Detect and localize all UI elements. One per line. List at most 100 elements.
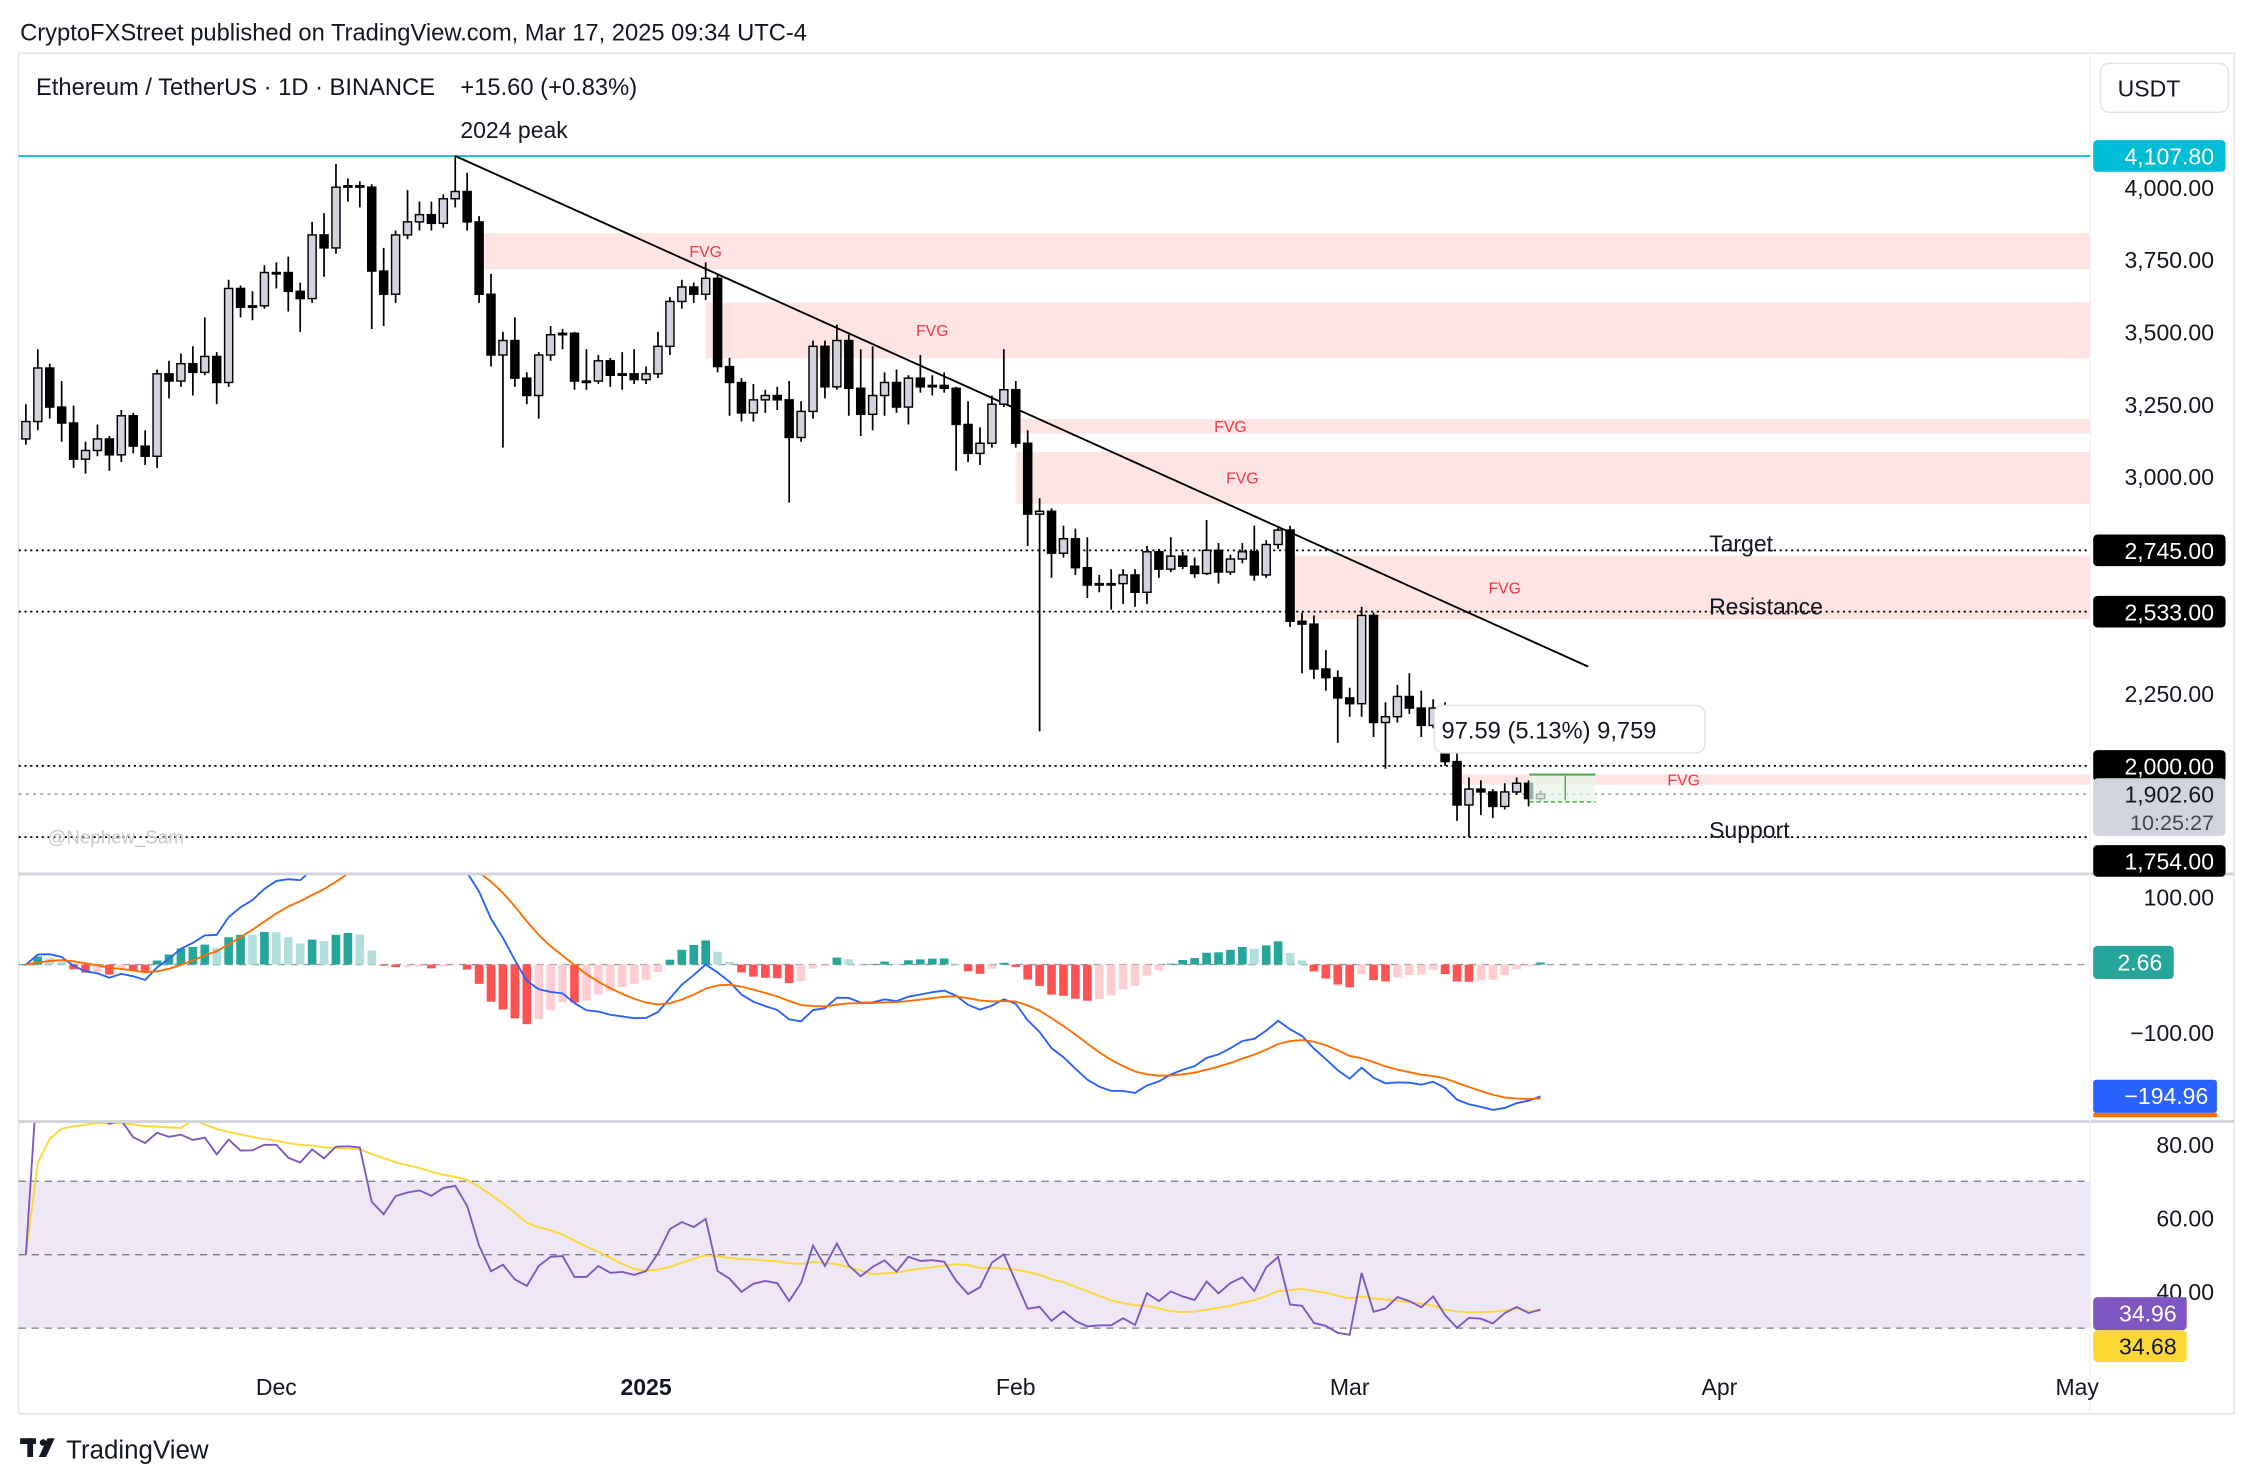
macd-line[interactable] [25,836,1541,1111]
fvg-zone[interactable] [479,233,2091,270]
candle-down[interactable] [510,317,520,387]
macd-signal-line[interactable] [25,863,1541,1100]
candle-up[interactable] [1261,540,1271,578]
candle-down[interactable] [164,360,174,399]
candle-up[interactable] [617,352,627,390]
candle-up[interactable] [975,427,985,465]
candle-up[interactable] [1380,702,1391,769]
candle-up[interactable] [80,441,91,474]
candle-down[interactable] [426,201,437,231]
candle-up[interactable] [581,349,592,390]
candle-down[interactable] [1130,569,1140,607]
candle-up[interactable] [593,354,604,384]
currency-button[interactable]: USDT [2099,62,2230,114]
candle-up[interactable] [867,346,878,431]
candle-down[interactable] [474,216,484,303]
candle-down[interactable] [462,172,472,231]
candle-up[interactable] [414,201,425,231]
candle-up[interactable] [307,221,317,303]
candle-up[interactable] [152,369,162,468]
candle-down[interactable] [689,282,699,303]
candle-down[interactable] [1154,548,1164,578]
candle-up[interactable] [1392,684,1403,723]
candle-down[interactable] [128,412,138,454]
candle-up[interactable] [1201,519,1212,575]
candle-down[interactable] [939,372,949,393]
candle-up[interactable] [832,324,842,390]
candle-up[interactable] [1356,606,1367,717]
candle-down[interactable] [1082,537,1093,599]
trendline[interactable] [454,155,1589,668]
candle-down[interactable] [844,334,854,416]
candle-up[interactable] [1166,537,1176,573]
candle-down[interactable] [56,381,67,442]
tradingview-logo[interactable]: TradingView [20,1436,209,1464]
candle-down[interactable] [569,331,580,390]
candle-up[interactable] [545,326,556,361]
candle-down[interactable] [629,349,639,384]
candle-down[interactable] [1046,508,1057,578]
candle-up[interactable] [390,230,401,303]
candle-down[interactable] [1285,525,1295,628]
candle-down[interactable] [45,363,55,419]
candle-down[interactable] [211,352,222,405]
candle-down[interactable] [1022,430,1033,546]
candle-down[interactable] [891,369,902,413]
candle-up[interactable] [402,190,413,240]
fvg-zone[interactable] [1015,418,2091,434]
candle-up[interactable] [653,331,663,379]
candle-up[interactable] [1094,574,1104,593]
fvg-zone[interactable] [1457,774,2091,785]
candle-up[interactable] [176,353,186,387]
candle-down[interactable] [486,273,496,367]
legend-symbol[interactable]: Ethereum / TetherUS · 1D · BINANCE [36,75,435,101]
candle-up[interactable] [247,291,258,321]
candle-up[interactable] [1058,525,1069,558]
candle-down[interactable] [724,357,735,416]
candle-down[interactable] [1249,525,1260,581]
candle-down[interactable] [1297,612,1307,674]
candle-down[interactable] [1213,543,1224,584]
candle-down[interactable] [951,386,961,471]
candle-up[interactable] [557,328,568,350]
annotation-resistance[interactable]: Resistance [1709,594,1823,620]
candle-down[interactable] [1416,690,1427,737]
candle-up[interactable] [343,178,353,202]
candle-down[interactable] [915,354,926,393]
candle-down[interactable] [1368,612,1379,737]
candle-down[interactable] [283,256,294,312]
candle-down[interactable] [712,273,723,373]
candle-down[interactable] [522,372,532,405]
annotation-peak[interactable]: 2024 peak [460,117,568,143]
candle-up[interactable] [1118,569,1128,604]
candle-down[interactable] [295,282,305,332]
candle-up[interactable] [808,340,818,419]
rsi-line[interactable] [24,1071,1541,1336]
candle-down[interactable] [1476,780,1486,816]
candle-up[interactable] [1106,569,1116,610]
candle-down[interactable] [1344,687,1355,717]
candle-up[interactable] [92,424,103,457]
candle-up[interactable] [748,383,759,422]
candle-up[interactable] [331,164,341,254]
candle-down[interactable] [1488,789,1498,819]
annotation-support[interactable]: Support [1709,817,1790,843]
candle-down[interactable] [68,405,79,468]
candle-up[interactable] [677,279,687,309]
rsi-ma-line[interactable] [24,1120,1541,1314]
candle-down[interactable] [1404,673,1415,714]
candle-up[interactable] [987,395,997,448]
candle-up[interactable] [1511,777,1522,795]
candle-up[interactable] [927,375,938,396]
candle-up[interactable] [259,265,270,309]
fvg-zone[interactable] [705,302,2091,359]
candle-down[interactable] [367,184,377,329]
candle-up[interactable] [641,366,651,384]
candle-down[interactable] [378,247,389,327]
candle-down[interactable] [784,381,794,503]
candle-down[interactable] [963,401,973,463]
candle-up[interactable] [665,297,675,355]
candle-down[interactable] [1177,551,1188,570]
fvg-zone[interactable] [1015,451,2091,505]
candle-down[interactable] [736,378,747,422]
